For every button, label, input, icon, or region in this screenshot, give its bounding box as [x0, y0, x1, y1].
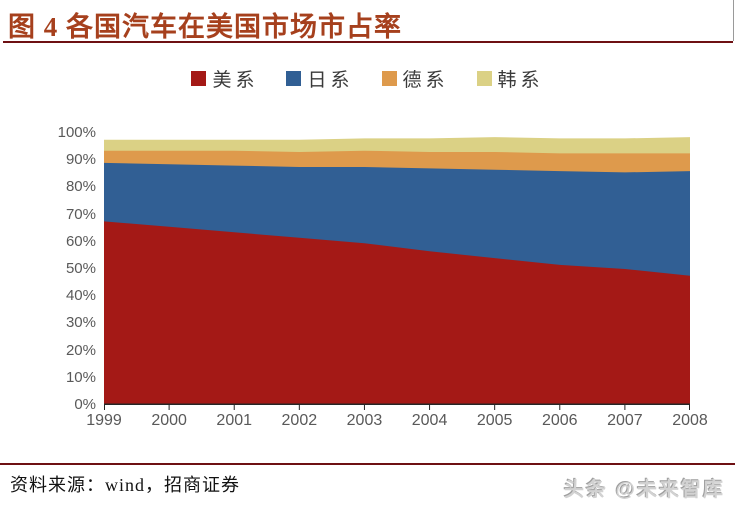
legend-swatch-icon — [286, 70, 302, 86]
y-axis-tick-label: 10% — [65, 368, 96, 386]
x-axis-tick-label: 2000 — [151, 412, 187, 429]
figure-title: 图 4 各国汽车在美国市场市占率 — [8, 12, 402, 42]
legend-label: 日系 — [307, 69, 354, 91]
y-axis-tick-label: 30% — [65, 314, 96, 332]
x-axis-tick-label: 2005 — [476, 412, 513, 429]
legend-swatch-icon — [381, 70, 397, 86]
legend-item: 日系 — [286, 65, 353, 92]
legend-item: 美系 — [191, 65, 258, 92]
legend-swatch-icon — [476, 70, 492, 86]
legend-swatch-icon — [191, 70, 207, 86]
y-axis-tick-label: 90% — [65, 151, 96, 169]
x-axis-tick-label: 2002 — [281, 412, 318, 429]
x-axis-tick-label: 2001 — [216, 412, 253, 429]
x-axis-tick-label: 2006 — [541, 412, 578, 429]
area-series-1 — [104, 221, 690, 405]
y-axis-tick-label: 70% — [65, 205, 96, 223]
footer-divider — [0, 463, 735, 465]
legend-label: 美系 — [212, 69, 259, 91]
y-axis-tick-label: 0% — [74, 396, 96, 413]
y-axis-tick-label: 40% — [65, 287, 96, 305]
legend-item: 韩系 — [476, 65, 544, 92]
legend-item: 德系 — [381, 65, 449, 92]
y-axis-tick-label: 50% — [65, 260, 96, 277]
x-axis-tick-label: 2003 — [346, 412, 383, 429]
title-underline — [3, 41, 733, 43]
chart-legend: 美系 日系 德系 韩系 — [0, 64, 735, 92]
x-axis-tick-label: 2007 — [607, 412, 643, 429]
y-axis-tick-label: 20% — [65, 341, 96, 359]
y-axis-tick-label: 60% — [65, 232, 96, 250]
y-axis-tick-label: 80% — [65, 178, 96, 196]
watermark: 头条 @未来智库 — [563, 479, 725, 501]
legend-label: 德系 — [402, 69, 449, 91]
x-axis-tick-label: 1999 — [86, 412, 122, 429]
legend-label: 韩系 — [497, 69, 544, 91]
y-axis-tick-label: 100% — [57, 124, 96, 141]
x-axis-tick-label: 2008 — [672, 412, 708, 429]
source-note: 资料来源：wind，招商证券 — [10, 475, 240, 495]
right-border-line — [733, 0, 734, 41]
x-axis-tick-label: 2004 — [411, 412, 448, 429]
stacked-area-svg — [104, 137, 690, 410]
